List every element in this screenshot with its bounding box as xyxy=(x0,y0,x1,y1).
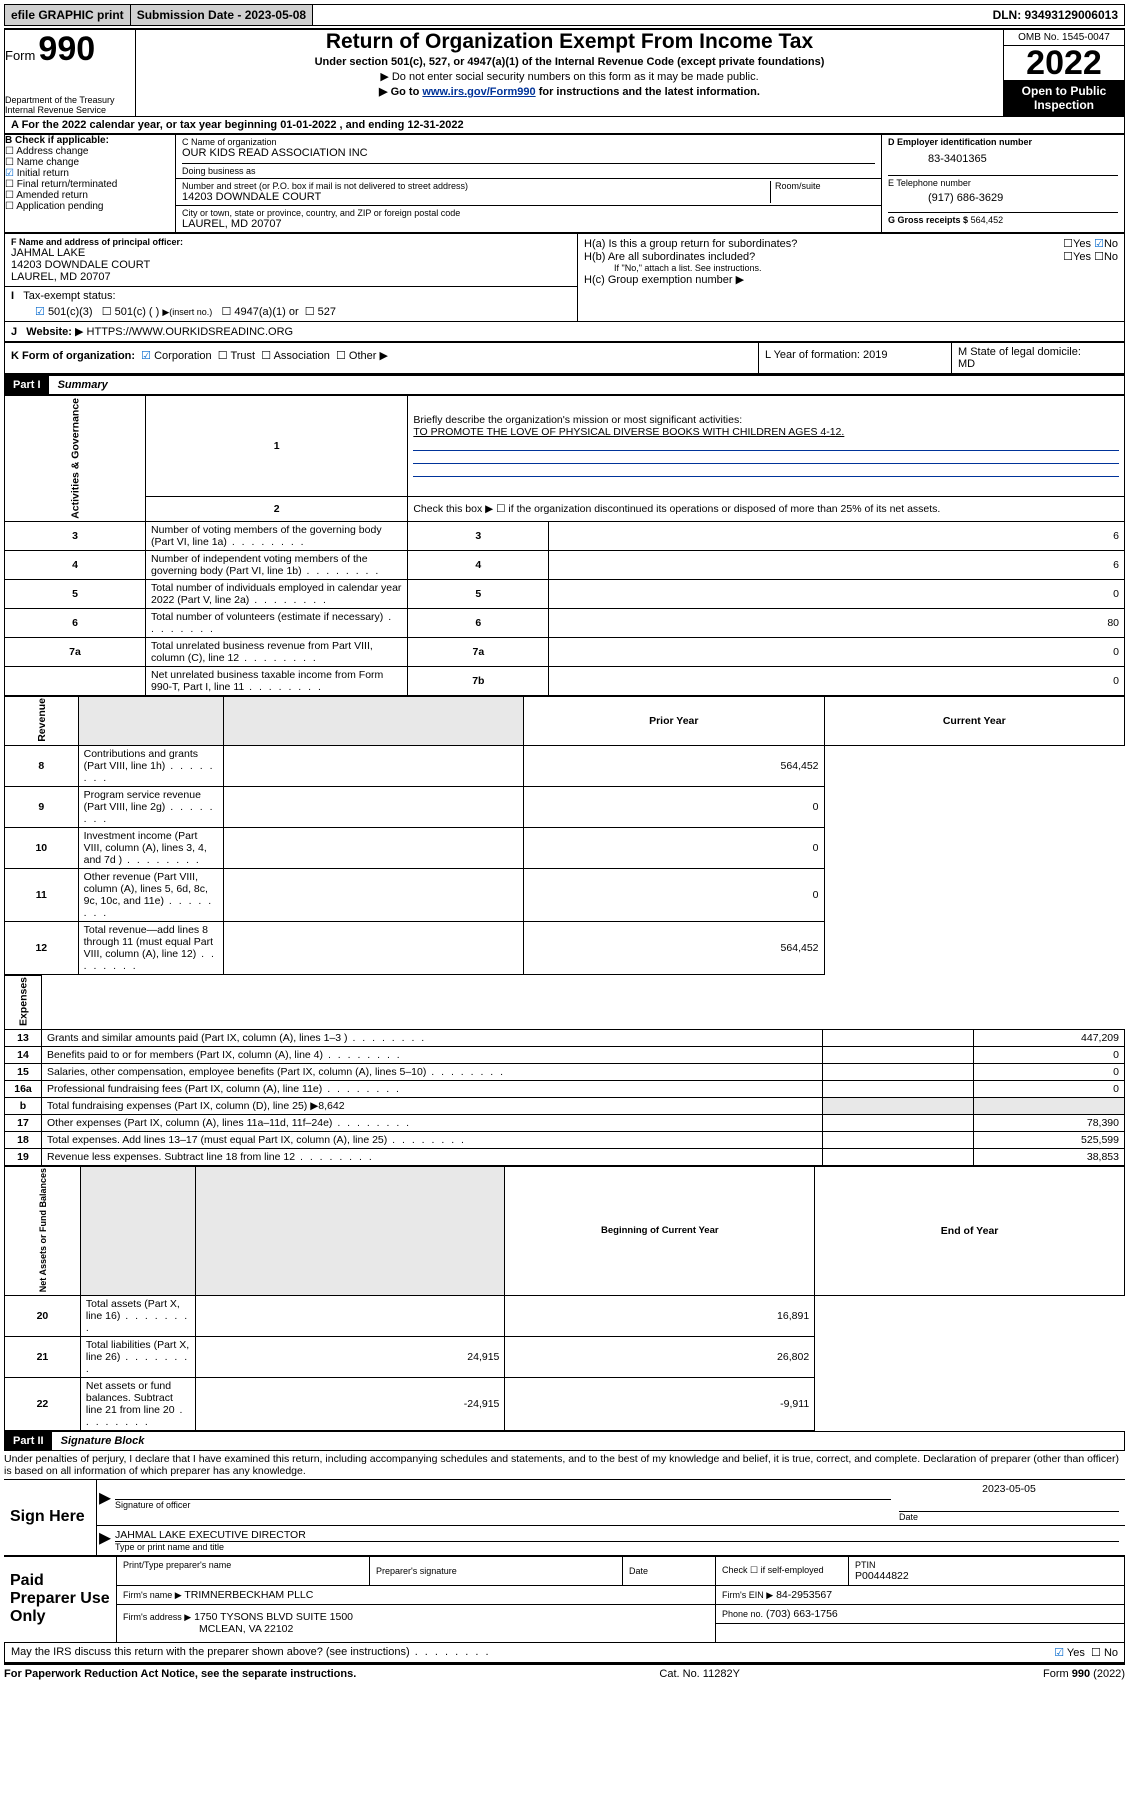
table-row: Net unrelated business taxable income fr… xyxy=(5,666,1125,695)
phone-value: (917) 686-3629 xyxy=(888,188,1118,212)
table-row: bTotal fundraising expenses (Part IX, co… xyxy=(5,1097,1125,1114)
website-value: HTTPS://WWW.OURKIDSREADINC.ORG xyxy=(87,326,294,338)
block-c-street: Number and street (or P.O. box if mail i… xyxy=(176,179,882,206)
mission-text: TO PROMOTE THE LOVE OF PHYSICAL DIVERSE … xyxy=(413,426,844,438)
table-row: 11Other revenue (Part VIII, column (A), … xyxy=(5,868,1125,921)
top-toolbar: efile GRAPHIC print Submission Date - 20… xyxy=(4,4,1125,26)
tax-year: 2022 xyxy=(1004,46,1124,80)
footer-right: Form 990 (2022) xyxy=(1043,1668,1125,1680)
table-row: 15Salaries, other compensation, employee… xyxy=(5,1063,1125,1080)
block-i: I Tax-exempt status: 501(c)(3) 501(c) ( … xyxy=(5,287,578,322)
table-row: 13Grants and similar amounts paid (Part … xyxy=(5,1029,1125,1046)
block-l: L Year of formation: 2019 xyxy=(759,343,952,374)
block-k: K Form of organization: Corporation Trus… xyxy=(5,343,759,374)
table-row: 6Total number of volunteers (estimate if… xyxy=(5,608,1125,637)
block-m: M State of legal domicile:MD xyxy=(952,343,1125,374)
check-b-item[interactable]: Final return/terminated xyxy=(5,179,175,190)
table-row: 16aProfessional fundraising fees (Part I… xyxy=(5,1080,1125,1097)
firm-name: TRIMNERBECKHAM PLLC xyxy=(184,1589,313,1601)
year-cell: OMB No. 1545-0047 2022 Open to Public In… xyxy=(1004,29,1125,117)
sign-arrow-icon: ▸ xyxy=(99,1483,111,1512)
table-row: 12Total revenue—add lines 8 through 11 (… xyxy=(5,921,1125,974)
form-number: 990 xyxy=(38,30,95,68)
discuss-row: May the IRS discuss this return with the… xyxy=(4,1643,1125,1663)
table-row: 22Net assets or fund balances. Subtract … xyxy=(5,1377,1125,1430)
ssn-note: Do not enter social security numbers on … xyxy=(392,71,759,83)
table-row: 17Other expenses (Part IX, column (A), l… xyxy=(5,1114,1125,1131)
vtab-revenue: Revenue xyxy=(5,696,79,745)
table-row: 7aTotal unrelated business revenue from … xyxy=(5,637,1125,666)
vtab-governance: Activities & Governance xyxy=(5,396,146,522)
form-label-cell: Form 990 Department of the Treasury Inte… xyxy=(5,29,136,117)
submission-date-label: Submission Date - 2023-05-08 xyxy=(131,5,313,25)
period-line: A For the 2022 calendar year, or tax yea… xyxy=(4,117,1125,134)
footer-mid: Cat. No. 11282Y xyxy=(659,1668,740,1680)
part2-header: Part II xyxy=(5,1432,52,1450)
ein-value: 83-3401365 xyxy=(888,147,1118,175)
irs-label: Internal Revenue Service xyxy=(5,105,135,115)
block-c-city: City or town, state or province, country… xyxy=(176,206,882,233)
table-row: 19Revenue less expenses. Subtract line 1… xyxy=(5,1148,1125,1165)
table-row: 8Contributions and grants (Part VIII, li… xyxy=(5,745,1125,786)
block-h: H(a) Is this a group return for subordin… xyxy=(578,234,1125,322)
preparer-phone: (703) 663-1756 xyxy=(766,1608,838,1620)
table-row: 10Investment income (Part VIII, column (… xyxy=(5,827,1125,868)
block-c-name: C Name of organization OUR KIDS READ ASS… xyxy=(176,135,882,179)
table-row: 20Total assets (Part X, line 16)16,891 xyxy=(5,1295,1125,1336)
paid-preparer-label: Paid Preparer Use Only xyxy=(4,1556,117,1642)
check-b-item[interactable]: Application pending xyxy=(5,201,175,212)
part2-title: Signature Block xyxy=(55,1435,145,1447)
check-b-item[interactable]: Name change xyxy=(5,157,175,168)
form-title: Return of Organization Exempt From Incom… xyxy=(136,30,1003,54)
firm-ein: 84-2953567 xyxy=(776,1589,832,1601)
check-b-cell: B Check if applicable: Address change Na… xyxy=(5,135,176,233)
officer-name: JAHMAL LAKE EXECUTIVE DIRECTOR xyxy=(115,1529,1119,1541)
block-f: F Name and address of principal officer:… xyxy=(5,234,578,287)
title-cell: Return of Organization Exempt From Incom… xyxy=(136,29,1004,117)
check-b-item[interactable]: Amended return xyxy=(5,190,175,201)
right-ids-cell: D Employer identification number 83-3401… xyxy=(882,135,1125,233)
open-to-public: Open to Public Inspection xyxy=(1004,80,1124,116)
sign-date: 2023-05-05 xyxy=(899,1483,1119,1495)
vtab-expenses: Expenses xyxy=(5,975,42,1029)
form-subtitle: Under section 501(c), 527, or 4947(a)(1)… xyxy=(136,56,1003,68)
name-arrow-icon: ▸ xyxy=(99,1523,111,1552)
irs-link[interactable]: www.irs.gov/Form990 xyxy=(422,86,535,98)
check-b-item[interactable]: Initial return xyxy=(5,168,175,179)
part1-title: Summary xyxy=(52,379,108,391)
sign-here-label: Sign Here xyxy=(4,1479,97,1555)
table-row: 4Number of independent voting members of… xyxy=(5,550,1125,579)
dln-label: DLN: 93493129006013 xyxy=(987,5,1124,25)
table-row: 18Total expenses. Add lines 13–17 (must … xyxy=(5,1131,1125,1148)
dept-label: Department of the Treasury xyxy=(5,95,135,105)
table-row: 3Number of voting members of the governi… xyxy=(5,521,1125,550)
vtab-net: Net Assets or Fund Balances xyxy=(5,1166,81,1295)
table-row: 21Total liabilities (Part X, line 26)24,… xyxy=(5,1336,1125,1377)
check-b-item[interactable]: Address change xyxy=(5,146,175,157)
table-row: 14Benefits paid to or for members (Part … xyxy=(5,1046,1125,1063)
form-word: Form xyxy=(5,48,35,63)
table-row: 5Total number of individuals employed in… xyxy=(5,579,1125,608)
gross-receipts: 564,452 xyxy=(971,215,1004,225)
part1-header: Part I xyxy=(5,376,49,394)
ptin-value: P00444822 xyxy=(855,1570,1118,1582)
block-j: J Website: HTTPS://WWW.OURKIDSREADINC.OR… xyxy=(4,322,1125,342)
efile-print-button[interactable]: efile GRAPHIC print xyxy=(5,5,131,25)
footer-left: For Paperwork Reduction Act Notice, see … xyxy=(4,1668,356,1680)
perjury-text: Under penalties of perjury, I declare th… xyxy=(4,1451,1125,1479)
table-row: 9Program service revenue (Part VIII, lin… xyxy=(5,786,1125,827)
